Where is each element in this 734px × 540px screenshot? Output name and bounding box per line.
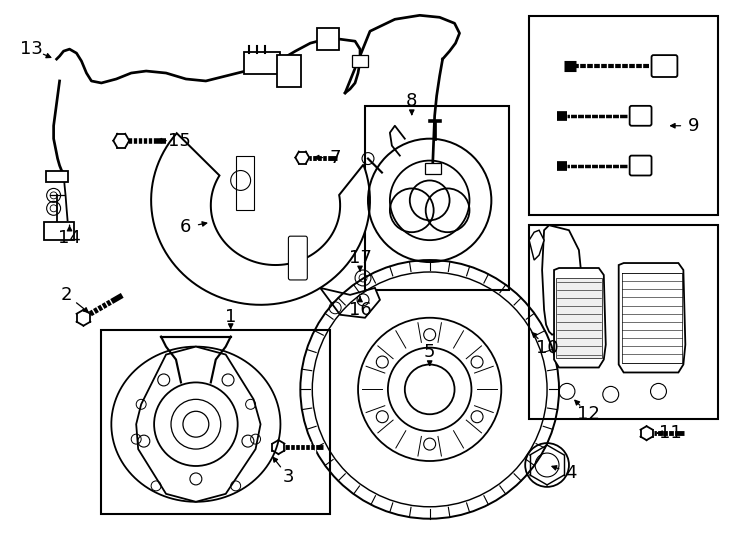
FancyBboxPatch shape [630,156,652,176]
Text: 10: 10 [536,339,559,356]
Text: 7: 7 [330,148,341,166]
Bar [352,55,368,67]
Bar [43,222,73,240]
Bar [425,163,440,174]
FancyBboxPatch shape [652,55,677,77]
Polygon shape [112,347,280,502]
Polygon shape [554,268,606,368]
Polygon shape [151,133,370,305]
Text: 15: 15 [167,132,190,150]
Text: 4: 4 [565,464,577,482]
FancyBboxPatch shape [630,106,652,126]
Polygon shape [137,347,261,502]
Bar [529,225,718,419]
FancyBboxPatch shape [288,236,308,280]
Bar [236,156,253,210]
Text: 9: 9 [688,117,699,135]
Text: 2: 2 [61,286,73,304]
Text: 17: 17 [349,249,371,267]
Polygon shape [529,230,544,260]
Polygon shape [542,225,582,335]
Text: 13: 13 [21,40,43,58]
Text: 3: 3 [283,468,294,486]
Text: 16: 16 [349,301,371,319]
FancyBboxPatch shape [317,28,339,50]
Text: 12: 12 [578,405,600,423]
Text: 11: 11 [659,424,682,442]
Polygon shape [320,288,380,318]
Bar [46,171,68,183]
FancyBboxPatch shape [277,55,302,87]
Polygon shape [556,278,602,357]
Text: 6: 6 [181,218,192,236]
Text: 1: 1 [225,308,236,326]
Text: 14: 14 [58,229,81,247]
Text: 8: 8 [406,92,418,110]
Bar [101,330,330,514]
Polygon shape [619,263,686,373]
Bar [529,16,718,215]
Text: 5: 5 [424,342,435,361]
FancyBboxPatch shape [244,52,280,74]
Bar [365,106,509,290]
